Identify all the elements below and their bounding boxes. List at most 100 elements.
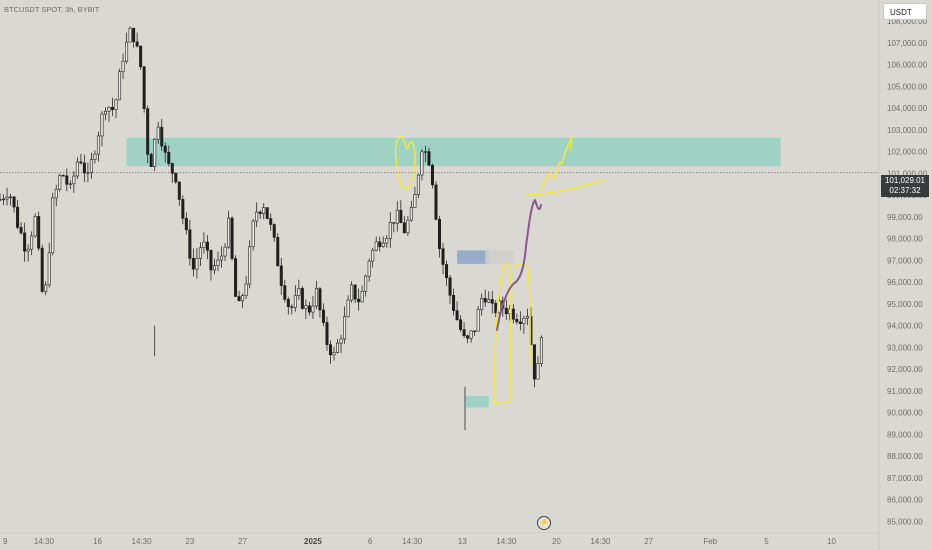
time-tick-label: 23	[185, 537, 194, 546]
candle-body	[54, 188, 58, 199]
candle-body	[532, 344, 536, 380]
candle-body	[82, 162, 86, 174]
candle-body	[230, 217, 234, 259]
candle-body	[420, 151, 424, 176]
time-tick-label: Feb	[703, 537, 717, 546]
candle-body	[75, 161, 79, 177]
price-tick-label: 108,000.00	[887, 17, 928, 26]
candle-body	[132, 27, 136, 43]
candle-body	[265, 207, 269, 219]
lightning-icon[interactable]: ⚡	[537, 516, 551, 530]
candle-body	[539, 337, 543, 364]
yellow-drawing-peak	[394, 135, 416, 189]
candle-body	[336, 342, 340, 353]
candle-body	[258, 211, 262, 214]
candle-body	[357, 298, 361, 303]
price-tick-label: 103,000.00	[887, 126, 928, 135]
candle-body	[448, 277, 452, 296]
candle-body	[121, 60, 125, 72]
candle-body	[61, 175, 65, 177]
price-tick-label: 96,000.00	[887, 278, 923, 287]
candle-body	[462, 329, 466, 337]
price-tick-label: 90,000.00	[887, 409, 923, 418]
candle-body	[58, 175, 62, 190]
candle-body	[487, 299, 491, 303]
candle-body	[184, 217, 188, 231]
candle-body	[473, 330, 477, 332]
candle-body	[118, 71, 122, 101]
time-tick-label: 14:30	[34, 537, 55, 546]
candle-body	[40, 247, 44, 292]
candle-body	[135, 41, 139, 47]
candle-body	[153, 138, 157, 168]
candle-body	[307, 305, 311, 313]
candle-body	[346, 299, 350, 317]
candle-body	[279, 265, 283, 286]
candle-body	[276, 237, 280, 267]
candle-body	[33, 216, 37, 237]
currency-selector-button[interactable]: USDT	[883, 3, 927, 20]
blue-zone	[457, 250, 489, 264]
candle-body	[518, 321, 522, 324]
time-axis[interactable]: 9 14:30 16 14:30 23 27 2025 6 14:30 13 14:30 20 14:3…	[3, 537, 836, 546]
candle-body	[51, 197, 55, 254]
candle-body	[111, 106, 115, 110]
candle-body	[522, 317, 526, 324]
candle-body	[402, 222, 406, 234]
candle-body	[139, 45, 143, 68]
candle-body	[452, 294, 456, 311]
candle-body	[304, 305, 308, 309]
price-tick-label: 95,000.00	[887, 300, 923, 309]
time-tick-label: 9	[3, 537, 8, 546]
candle-body	[494, 303, 498, 314]
candle-body	[525, 316, 529, 319]
candle-body	[96, 135, 100, 155]
candle-body	[26, 248, 30, 252]
candle-body	[5, 196, 9, 200]
candle-body	[198, 247, 202, 259]
candle-body	[114, 99, 118, 110]
candle-body	[251, 220, 255, 248]
current-price-value: 101,029.01	[884, 176, 926, 185]
candle-body	[100, 113, 104, 137]
candle-body	[160, 126, 164, 147]
candle-body	[441, 248, 445, 265]
gray-zone	[485, 250, 514, 264]
price-tick-label: 105,000.00	[887, 82, 928, 91]
candle-body	[79, 161, 83, 164]
candle-body	[107, 106, 111, 112]
candle-body	[170, 163, 174, 174]
candle-body	[234, 258, 238, 297]
candle-body	[416, 174, 420, 195]
candle-body	[12, 196, 16, 208]
candle-body	[455, 310, 459, 321]
candles-layer	[0, 26, 543, 431]
time-tick-label: 13	[458, 537, 467, 546]
candle-body	[311, 305, 315, 313]
price-tick-label: 97,000.00	[887, 256, 923, 265]
candle-body	[476, 309, 480, 332]
candle-body	[227, 217, 231, 248]
candle-body	[364, 275, 368, 292]
price-tick-label: 86,000.00	[887, 496, 923, 505]
candle-body	[2, 198, 6, 201]
candle-body	[19, 227, 23, 234]
candle-body	[149, 154, 153, 168]
candle-body	[241, 295, 245, 302]
time-tick-label: 2025	[304, 537, 322, 546]
candle-body	[381, 242, 385, 247]
price-tick-label: 92,000.00	[887, 365, 923, 374]
candle-body	[325, 322, 329, 345]
candle-body	[490, 299, 494, 304]
candle-body	[515, 318, 519, 323]
candle-body	[30, 235, 34, 250]
supply-zone	[126, 137, 781, 167]
candle-body	[437, 218, 441, 249]
candle-body	[343, 316, 347, 340]
price-axis[interactable]: 108,000.00 107,000.00 106,000.00 105,000.00…	[887, 17, 928, 526]
candle-body	[89, 159, 93, 174]
time-tick-label: 14:30	[402, 537, 423, 546]
candle-body	[146, 108, 150, 155]
candle-body	[332, 352, 336, 356]
